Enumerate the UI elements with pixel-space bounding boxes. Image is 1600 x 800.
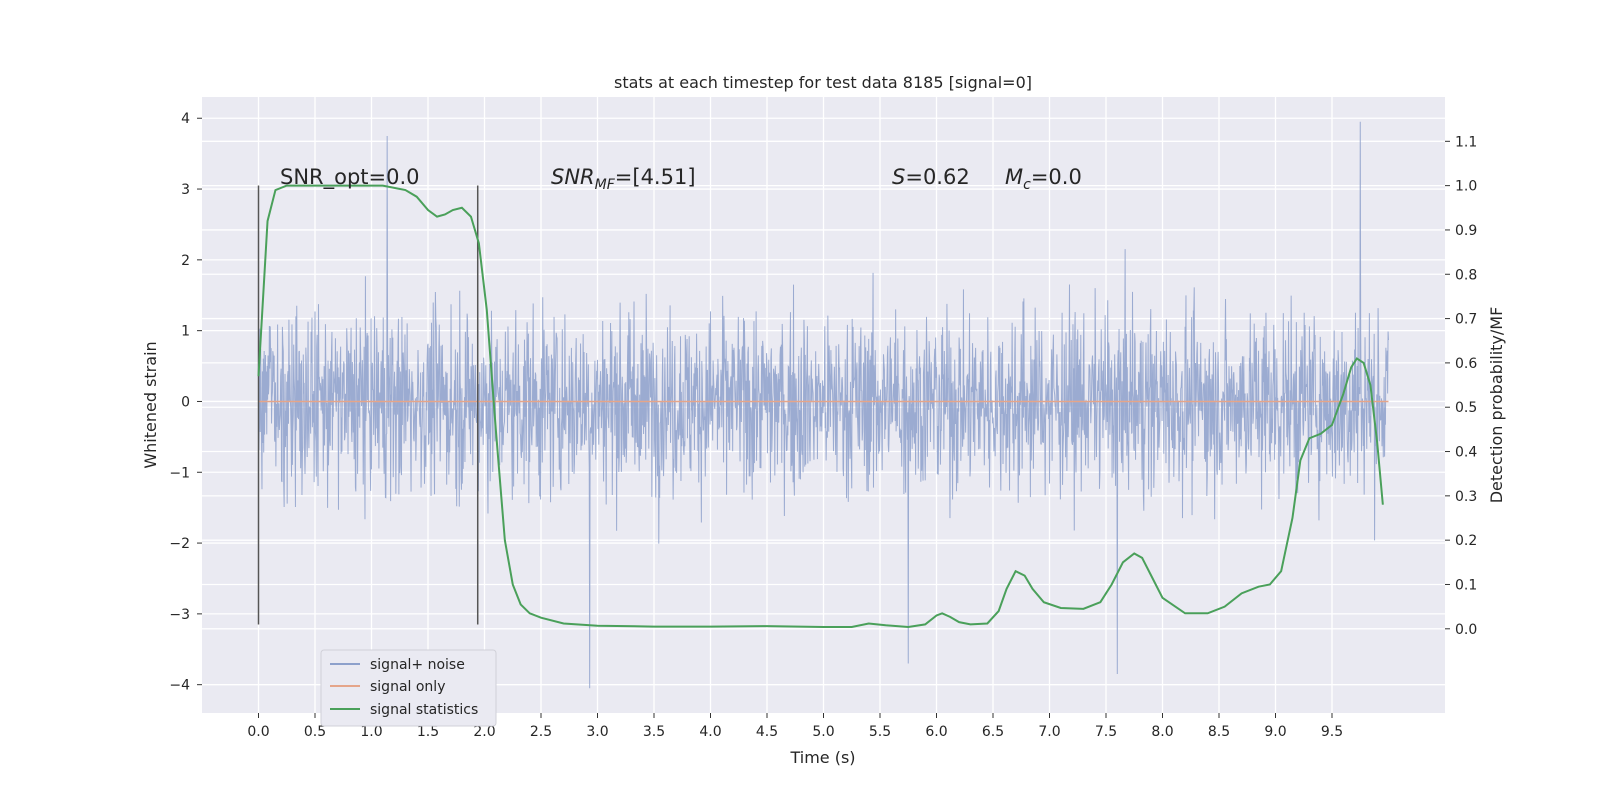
annotation-s: S=0.62 bbox=[892, 165, 970, 189]
chart-title: stats at each timestep for test data 818… bbox=[614, 73, 1032, 92]
x-tick-label: 7.5 bbox=[1095, 724, 1117, 740]
y-tick-label: 0 bbox=[181, 394, 190, 410]
y2-tick-label: 0.0 bbox=[1455, 622, 1477, 638]
x-tick-label: 3.5 bbox=[643, 724, 665, 740]
y2-tick-label: 0.7 bbox=[1455, 312, 1477, 328]
x-tick-label: 5.5 bbox=[869, 724, 891, 740]
signal-noise-line bbox=[258, 121, 1389, 689]
y-axis-label: Whitened strain bbox=[141, 341, 160, 468]
mc-value: =0.0 bbox=[1031, 165, 1082, 189]
x-tick-label: 2.0 bbox=[473, 724, 495, 740]
annotation-mc: Mc=0.0 bbox=[1005, 165, 1082, 193]
x-tick-label: 1.0 bbox=[360, 724, 382, 740]
legend-label-signal-statistics: signal statistics bbox=[370, 702, 478, 718]
x-axis-label: Time (s) bbox=[789, 748, 855, 767]
y2-tick-label: 1.0 bbox=[1455, 179, 1477, 195]
snr-mf-subscript: MF bbox=[595, 177, 616, 193]
annotation-snr-opt: SNR_opt=0.0 bbox=[280, 165, 420, 190]
snr-mf-symbol: SNR bbox=[551, 165, 595, 189]
y-tick-label: −4 bbox=[169, 678, 190, 694]
y2-axis-label: Detection probability/MF bbox=[1487, 307, 1506, 504]
y2-tick-label: 0.1 bbox=[1455, 577, 1477, 593]
annotation-snr-mf: SNRMF=[4.51] bbox=[551, 165, 696, 193]
legend-label-signal-only: signal only bbox=[370, 679, 445, 695]
legend: signal+ noise signal only signal statist… bbox=[320, 649, 497, 727]
x-tick-label: 9.0 bbox=[1264, 724, 1286, 740]
x-tick-label: 8.0 bbox=[1151, 724, 1173, 740]
y2-tick-label: 1.1 bbox=[1455, 134, 1477, 150]
signal-statistics-line bbox=[257, 184, 1384, 629]
y2-tick-label: 0.6 bbox=[1455, 356, 1477, 372]
axes: 0.0 0.5 1.0 1.5 2.0 2.5 3.0 3.5 4.0 4.5 5.0 5.5 6.0 6… bbox=[169, 111, 1477, 740]
y2-tick-label: 0.4 bbox=[1455, 445, 1477, 461]
x-tick-label: 5.0 bbox=[812, 724, 834, 740]
y-tick-label: 3 bbox=[181, 182, 190, 198]
x-tick-label: 1.5 bbox=[417, 724, 439, 740]
snr-mf-value: =[4.51] bbox=[615, 165, 696, 189]
y-tick-label: 1 bbox=[181, 324, 190, 340]
signal-noise-series bbox=[258, 121, 1389, 689]
x-tick-label: 3.0 bbox=[586, 724, 608, 740]
x-tick-label: 6.5 bbox=[982, 724, 1004, 740]
x-tick-label: 0.5 bbox=[304, 724, 326, 740]
legend-label-signal-noise: signal+ noise bbox=[370, 657, 465, 673]
y-tick-label: 2 bbox=[181, 253, 190, 269]
y2-tick-label: 0.9 bbox=[1455, 223, 1477, 239]
y-tick-label: −3 bbox=[169, 607, 190, 623]
y-tick-label: −1 bbox=[169, 465, 190, 481]
x-tick-label: 7.0 bbox=[1038, 724, 1060, 740]
mc-symbol: M bbox=[1005, 165, 1023, 189]
legend-box bbox=[320, 649, 497, 727]
x-tick-label: 4.0 bbox=[699, 724, 721, 740]
x-tick-label: 2.5 bbox=[530, 724, 552, 740]
s-symbol: S bbox=[892, 165, 905, 189]
x-tick-label: 8.5 bbox=[1208, 724, 1230, 740]
y2-tick-label: 0.5 bbox=[1455, 400, 1477, 416]
y2-tick-label: 0.3 bbox=[1455, 489, 1477, 505]
mc-subscript: c bbox=[1023, 177, 1031, 193]
x-tick-label: 4.5 bbox=[756, 724, 778, 740]
y2-tick-label: 0.2 bbox=[1455, 533, 1477, 549]
s-value: =0.62 bbox=[905, 165, 969, 189]
y2-tick-label: 0.8 bbox=[1455, 267, 1477, 283]
x-tick-label: 0.0 bbox=[247, 724, 269, 740]
y-tick-label: −2 bbox=[169, 536, 190, 552]
x-tick-label: 9.5 bbox=[1321, 724, 1343, 740]
y-tick-label: 4 bbox=[181, 111, 190, 127]
line-series-layer bbox=[257, 184, 1389, 629]
x-tick-label: 6.0 bbox=[925, 724, 947, 740]
